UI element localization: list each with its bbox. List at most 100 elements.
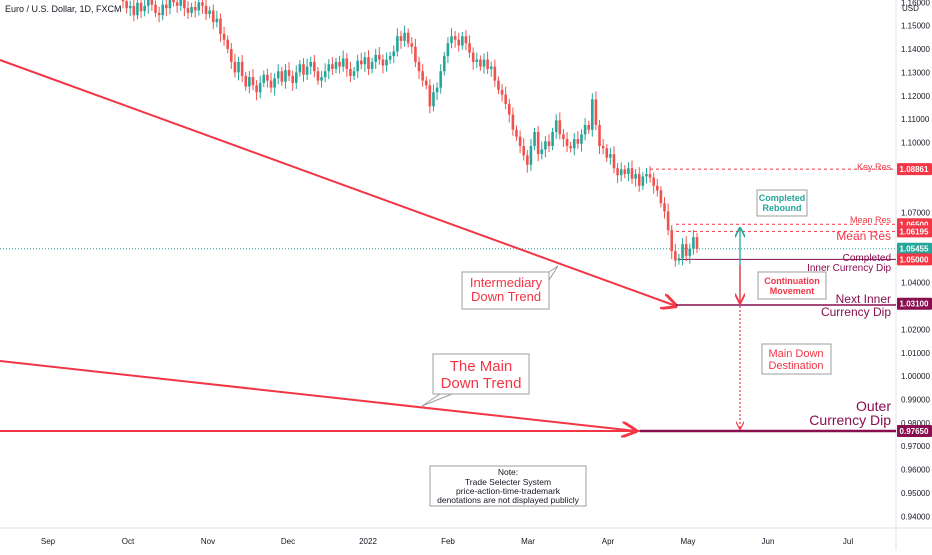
y-tick-label: 1.13000	[901, 68, 930, 77]
candle-body	[410, 43, 414, 47]
note-box[interactable]: Note: Trade Selecter System price-action…	[429, 465, 587, 507]
x-tick-label: Mar	[521, 537, 535, 546]
candle-body	[327, 64, 331, 72]
callout-main-trend-line1: The Main	[450, 358, 513, 375]
candle-body	[504, 94, 507, 104]
candle-body	[175, 2, 179, 6]
candle-body	[428, 85, 432, 107]
candle-body	[298, 64, 302, 73]
y-tick-labels: 1.16000 1.15000 1.14000 1.13000 1.12000 1.110…	[901, 0, 930, 521]
candle-body	[569, 146, 572, 149]
x-tick-labels: Sep Oct Nov Dec 2022 Feb Mar Apr May Jun Jul	[41, 537, 853, 546]
candle-body	[378, 54, 381, 60]
candle-body	[230, 49, 233, 62]
price-tag-label: 1.05000	[900, 255, 929, 264]
note-line2: Trade Selecter System	[465, 477, 551, 487]
callout-rebound-line2: Rebound	[763, 203, 802, 213]
candle-body	[692, 237, 695, 249]
candle-body	[515, 129, 518, 137]
candle-body	[471, 52, 475, 62]
note-line3: price-action-time-trademark	[456, 486, 561, 496]
outer-dip-line2: Currency Dip	[809, 412, 891, 428]
note-line1: Note:	[498, 467, 518, 477]
x-tick-label: Jul	[843, 537, 853, 546]
candle-body	[688, 248, 692, 256]
candle-body	[562, 134, 565, 140]
candle-body	[172, 0, 175, 3]
candle-body	[695, 237, 699, 249]
price-tag	[897, 242, 932, 255]
callout-completed-rebound[interactable]: Completed Rebound	[756, 189, 808, 217]
candle-body	[421, 71, 424, 81]
candle-body	[461, 36, 464, 46]
x-tick-label: May	[680, 537, 695, 546]
y-tick-label: 1.02000	[901, 325, 930, 334]
candle-body	[258, 82, 262, 93]
x-tick-label: Dec	[281, 537, 295, 546]
candle-body	[201, 2, 204, 6]
y-tick-label: 1.11000	[901, 115, 930, 124]
candle-body	[388, 56, 392, 60]
candle-body	[540, 149, 544, 155]
candle-body	[331, 64, 334, 69]
x-tick-label: Jun	[762, 537, 775, 546]
candle-body	[670, 230, 674, 252]
x-tick-label: 2022	[359, 537, 377, 546]
candle-body	[406, 32, 410, 44]
candle-body	[583, 124, 587, 135]
candle-body	[316, 71, 320, 81]
y-tick-label: 1.00000	[901, 372, 930, 381]
candle-body	[183, 0, 186, 9]
candle-body	[168, 0, 172, 9]
candle-body	[684, 244, 688, 256]
callout-continuation[interactable]: Continuation Movement	[757, 271, 827, 300]
candle-body	[121, 0, 125, 2]
candle-body	[136, 2, 139, 16]
price-axis-panel[interactable]	[896, 0, 932, 550]
y-tick-label: 1.15000	[901, 22, 930, 31]
candle-body	[179, 0, 183, 6]
candle-body	[450, 36, 453, 44]
candle-body	[154, 4, 157, 13]
candle-body	[248, 77, 251, 87]
candle-body	[529, 146, 533, 165]
price-tag-label: 1.06500	[900, 220, 929, 229]
price-tag-label: 1.03100	[900, 300, 929, 309]
candle-body	[442, 56, 446, 72]
x-tick-label: Feb	[441, 537, 455, 546]
candle-body	[627, 168, 630, 175]
candle-body	[128, 5, 132, 9]
candle-body	[482, 59, 486, 67]
next-dip-line1: Next Inner	[836, 292, 891, 306]
callout-intermediary[interactable]: Intermediary Down Trend	[461, 265, 559, 310]
candle-body	[641, 176, 645, 186]
candle-body	[266, 74, 269, 81]
candle-body	[674, 251, 677, 261]
candle-body	[533, 132, 536, 147]
candle-body	[251, 77, 255, 86]
callout-main-down-dest[interactable]: Main Down Destination	[761, 343, 832, 375]
intermediary-trend-line[interactable]	[0, 59, 676, 306]
candle-body	[558, 120, 562, 135]
candle-body	[630, 168, 634, 179]
y-tick-label: 0.97000	[901, 442, 930, 451]
y-tick-label: 1.04000	[901, 279, 930, 288]
candle-body	[359, 60, 363, 65]
callout-main-trend[interactable]: The Main Down Trend	[421, 353, 530, 407]
callout-intermediary-line1: Intermediary	[470, 275, 543, 290]
y-tick-label: 1.07000	[901, 209, 930, 218]
candle-body	[619, 169, 623, 176]
main-trend-line[interactable]	[0, 360, 636, 431]
candle-body	[493, 66, 497, 81]
note-line4: denotations are not displayed publicly	[437, 495, 580, 505]
candle-body	[349, 68, 352, 76]
candle-body	[208, 10, 211, 15]
candle-body	[609, 154, 612, 158]
price-tag	[897, 425, 932, 438]
candle-body	[392, 51, 396, 57]
callout-intermediary-line2: Down Trend	[471, 289, 541, 304]
candle-body	[551, 132, 554, 147]
candle-body	[479, 59, 482, 67]
completed-dip-line2: Inner Currency Dip	[807, 263, 891, 274]
